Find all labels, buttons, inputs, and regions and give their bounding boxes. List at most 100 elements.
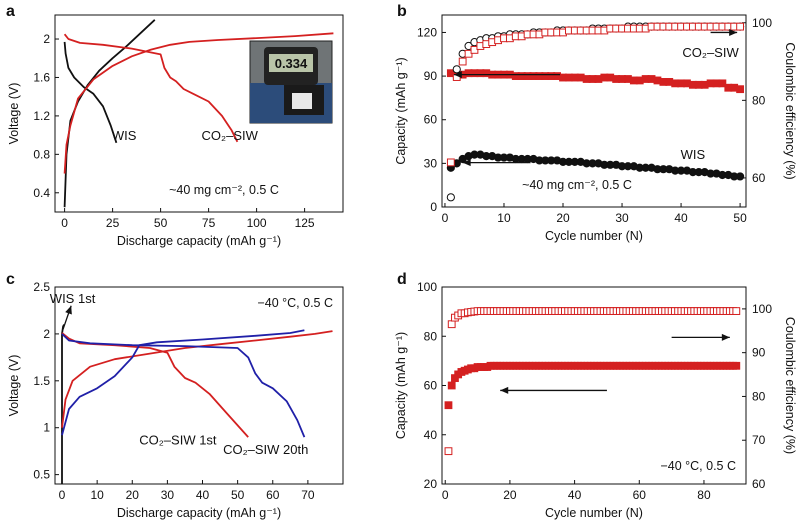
data-point — [446, 158, 455, 167]
condition-annotation: ~40 mg cm⁻², 0.5 C — [169, 183, 279, 197]
condition-annotation: −40 °C, 0.5 C — [257, 296, 333, 310]
plot-frame — [441, 14, 747, 208]
x-tick-label: 30 — [615, 211, 629, 225]
x-tick-label: 125 — [295, 216, 315, 230]
x-tick-label: 20 — [503, 488, 517, 502]
x-tick-label: 0 — [442, 211, 449, 225]
label-arrow-head — [65, 305, 72, 315]
series-line-CO₂–SIW — [63, 32, 334, 174]
x-tick-label: 50 — [733, 211, 747, 225]
panel-label-c: c — [6, 271, 15, 288]
y-tick-label: 30 — [424, 156, 438, 170]
series-line-CO₂–SIW 20th — [61, 329, 305, 436]
series-line-WIS 1st — [61, 324, 65, 484]
y-tick-label: 0 — [430, 200, 437, 214]
x-tick-label: 40 — [196, 488, 210, 502]
x-axis-title: Cycle number (N) — [545, 506, 643, 520]
y-tick-label: 40 — [424, 428, 438, 442]
x-tick-label: 0 — [442, 488, 449, 502]
panel-label-d: d — [397, 271, 407, 288]
y-tick-label: 2 — [43, 32, 50, 46]
y-axis-title: Voltage (V) — [7, 83, 21, 145]
series-line-CO₂–SIW 1st — [61, 330, 333, 428]
y-tick-label: 90 — [424, 69, 438, 83]
y-tick-label: 1.5 — [33, 374, 50, 388]
y-tick-label: 60 — [424, 113, 438, 127]
panel-label-a: a — [6, 3, 15, 20]
axis-arrow-head — [500, 386, 509, 394]
y-axis-title: Voltage (V) — [7, 355, 21, 417]
axis-arrow-head — [462, 159, 471, 167]
x-tick-label: 40 — [674, 211, 688, 225]
plot-frame — [441, 286, 747, 485]
x-tick-label: 40 — [568, 488, 582, 502]
data-point — [735, 172, 745, 181]
series-label: CO₂–SIW — [202, 128, 259, 143]
data-point — [444, 447, 453, 456]
x-tick-label: 80 — [697, 488, 711, 502]
y2-tick-label: 80 — [752, 93, 766, 107]
panel-label-b: b — [397, 3, 407, 20]
series-label: CO₂–SIW 20th — [223, 442, 308, 457]
y-axis-title: Capacity (mAh g⁻¹) — [394, 332, 408, 439]
series-line-CO₂–SIW 20th — [61, 333, 306, 438]
y-tick-label: 2.5 — [33, 280, 50, 294]
y2-tick-label: 70 — [752, 433, 766, 447]
plot-area — [63, 19, 334, 208]
series-label: CO₂–SIW — [682, 45, 739, 60]
x-axis-title: Discharge capacity (mAh g⁻¹) — [117, 234, 281, 248]
data-point — [736, 22, 744, 31]
x-tick-label: 100 — [247, 216, 267, 230]
condition-annotation: −40 °C, 0.5 C — [660, 459, 736, 473]
data-point — [718, 79, 727, 88]
y2-tick-label: 80 — [752, 389, 766, 403]
x-tick-label: 70 — [301, 488, 315, 502]
y2-axis-title: Coulombic efficiency (%) — [783, 42, 797, 179]
inset-photo-reading: 0.334 — [275, 56, 308, 71]
data-point — [732, 361, 741, 370]
x-tick-label: 0 — [59, 488, 66, 502]
y-tick-label: 0.4 — [33, 186, 50, 200]
y-tick-label: 0.8 — [33, 147, 50, 161]
x-tick-label: 75 — [202, 216, 216, 230]
series-label: CO₂–SIW 1st — [139, 433, 217, 448]
y-tick-label: 1 — [43, 421, 50, 435]
series-label: WIS 1st — [50, 291, 96, 306]
y-tick-label: 100 — [417, 280, 437, 294]
data-point — [447, 381, 456, 390]
x-tick-label: 20 — [126, 488, 140, 502]
axis-arrow-head — [721, 333, 730, 341]
series-line-WIS — [63, 41, 118, 144]
x-tick-label: 10 — [90, 488, 104, 502]
y-tick-label: 1.6 — [33, 70, 50, 84]
y2-axis-title: Coulombic efficiency (%) — [783, 317, 797, 454]
y2-tick-label: 60 — [752, 171, 766, 185]
plot-area — [444, 307, 741, 456]
plot-area — [446, 22, 745, 202]
series-line-CO₂–SIW 1st — [61, 332, 249, 438]
data-point — [736, 85, 744, 94]
x-tick-label: 30 — [161, 488, 175, 502]
y-axis-title: Capacity (mAh g⁻¹) — [394, 57, 408, 164]
x-axis-title: Discharge capacity (mAh g⁻¹) — [117, 506, 281, 520]
x-axis-title: Cycle number (N) — [545, 229, 643, 243]
y-tick-label: 1.2 — [33, 109, 50, 123]
series-line-CO₂–SIW — [63, 33, 239, 143]
x-tick-label: 50 — [231, 488, 245, 502]
x-tick-label: 50 — [154, 216, 168, 230]
y-tick-label: 80 — [424, 329, 438, 343]
plot-area — [61, 324, 333, 484]
x-tick-label: 60 — [633, 488, 647, 502]
data-point — [732, 307, 741, 315]
inset-photo-screen — [269, 54, 313, 72]
series-line-WIS — [63, 19, 156, 208]
inset-photo-block — [292, 93, 312, 109]
condition-annotation: ~40 mg cm⁻², 0.5 C — [522, 178, 632, 192]
axis-arrow-head — [453, 71, 462, 79]
y2-tick-label: 90 — [752, 346, 766, 360]
y2-tick-label: 60 — [752, 477, 766, 491]
x-tick-label: 0 — [61, 216, 68, 230]
data-point — [447, 320, 456, 329]
x-tick-label: 60 — [266, 488, 280, 502]
